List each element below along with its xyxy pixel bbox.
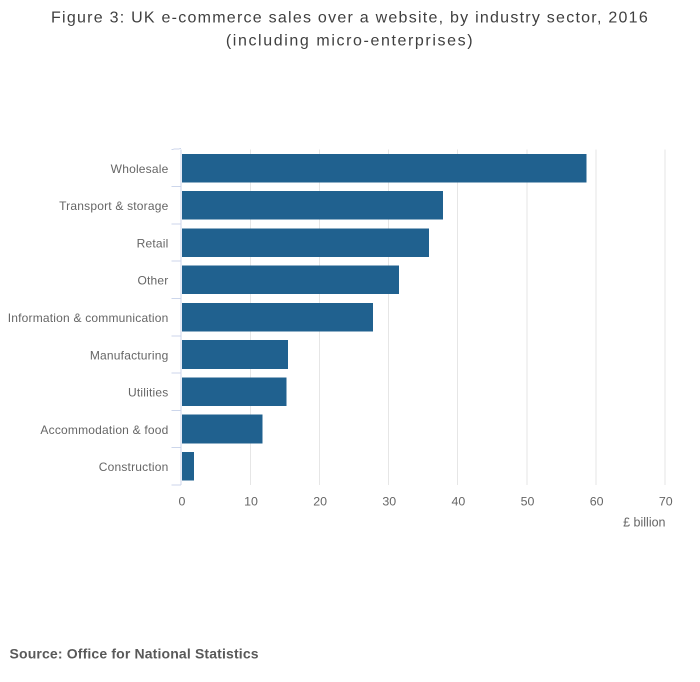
svg-text:Manufacturing: Manufacturing: [90, 348, 169, 362]
svg-text:0: 0: [178, 494, 185, 508]
svg-text:50: 50: [521, 494, 535, 508]
svg-text:10: 10: [244, 494, 258, 508]
svg-text:Source: Office for National St: Source: Office for National Statistics: [10, 646, 259, 662]
svg-text:Transport & storage: Transport & storage: [59, 199, 169, 213]
svg-text:Retail: Retail: [137, 237, 169, 251]
svg-text:Other: Other: [137, 274, 168, 288]
svg-text:Figure 3: UK e-commerce sales: Figure 3: UK e-commerce sales over a web…: [51, 10, 649, 27]
svg-text:30: 30: [382, 494, 396, 508]
svg-text:20: 20: [313, 494, 327, 508]
svg-text:Accommodation & food: Accommodation & food: [40, 423, 168, 437]
svg-text:Utilities: Utilities: [128, 386, 168, 400]
svg-text:Information & communication: Information & communication: [8, 311, 169, 325]
svg-text:60: 60: [590, 494, 604, 508]
svg-text:70: 70: [659, 494, 673, 508]
svg-text:40: 40: [452, 494, 466, 508]
svg-text:(including micro-enterprises): (including micro-enterprises): [226, 33, 474, 50]
svg-text:£ billion: £ billion: [623, 516, 665, 530]
svg-text:Wholesale: Wholesale: [111, 162, 169, 176]
svg-text:Construction: Construction: [99, 460, 169, 474]
